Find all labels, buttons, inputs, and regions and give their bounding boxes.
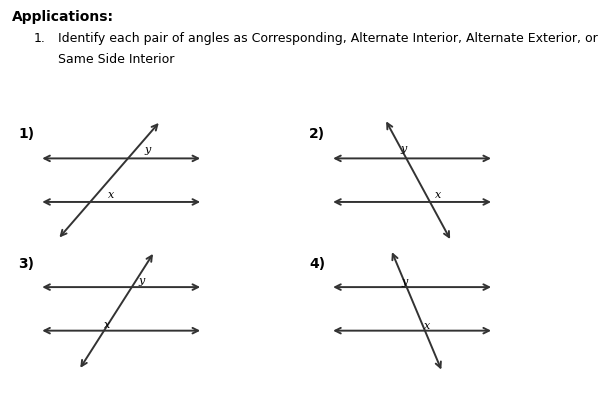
Text: x: x xyxy=(435,190,441,200)
Text: x: x xyxy=(108,190,114,200)
Text: x: x xyxy=(104,320,110,330)
Text: 3): 3) xyxy=(18,257,34,271)
Text: Same Side Interior: Same Side Interior xyxy=(58,53,174,67)
Text: 1): 1) xyxy=(18,127,35,141)
Text: 4): 4) xyxy=(309,257,325,271)
Text: 1.: 1. xyxy=(33,32,45,45)
Text: 2): 2) xyxy=(309,127,325,141)
Text: Applications:: Applications: xyxy=(12,10,114,24)
Text: Identify each pair of angles as Corresponding, Alternate Interior, Alternate Ext: Identify each pair of angles as Correspo… xyxy=(58,32,598,45)
Text: y: y xyxy=(138,276,144,286)
Text: y: y xyxy=(144,145,150,155)
Text: y: y xyxy=(402,277,408,287)
Text: x: x xyxy=(424,322,430,331)
Text: y: y xyxy=(400,145,406,154)
